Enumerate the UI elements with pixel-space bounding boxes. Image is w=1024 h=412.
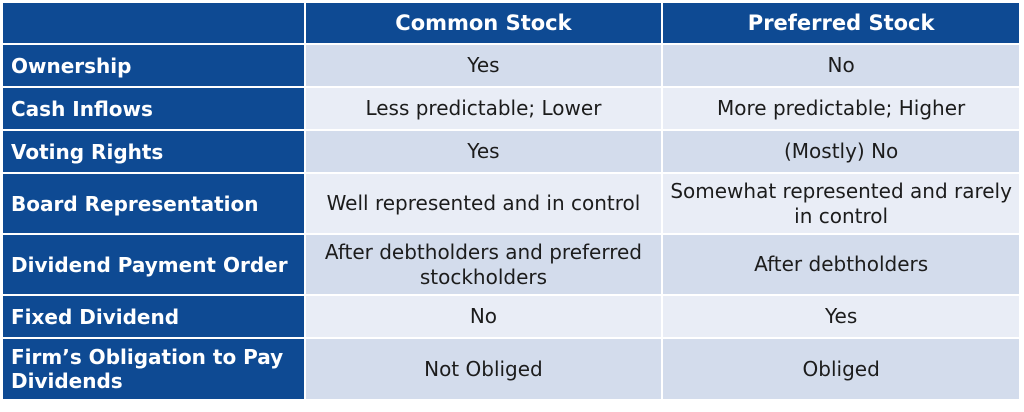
cell-preferred: Obliged	[663, 339, 1019, 399]
table-row: Cash Inflows Less predictable; Lower Mor…	[3, 88, 1019, 129]
cell-common: Yes	[305, 131, 662, 172]
table-row: Firm’s Obligation to Pay Dividends Not O…	[3, 339, 1019, 399]
table-row: Dividend Payment Order After debtholders…	[3, 235, 1019, 294]
header-corner-cell	[3, 3, 304, 43]
table-row: Board Representation Well represented an…	[3, 174, 1019, 233]
table-header-row: Common Stock Preferred Stock	[3, 3, 1019, 43]
table-row: Ownership Yes No	[3, 45, 1019, 86]
cell-preferred: (Mostly) No	[663, 131, 1019, 172]
row-label-board-representation: Board Representation	[3, 174, 304, 233]
cell-common: Yes	[305, 45, 662, 86]
row-label-obligation-to-pay-dividends: Firm’s Obligation to Pay Dividends	[3, 339, 304, 399]
cell-preferred: More predictable; Higher	[663, 88, 1019, 129]
row-label-fixed-dividend: Fixed Dividend	[3, 296, 304, 337]
table-row: Voting Rights Yes (Mostly) No	[3, 131, 1019, 172]
cell-preferred: Yes	[663, 296, 1019, 337]
cell-common: Not Obliged	[305, 339, 662, 399]
cell-preferred: Somewhat represented and rarely in contr…	[663, 174, 1019, 233]
cell-common: Less predictable; Lower	[305, 88, 662, 129]
header-preferred-stock: Preferred Stock	[663, 3, 1019, 43]
header-common-stock: Common Stock	[305, 3, 662, 43]
cell-common: After debtholders and preferred stockhol…	[305, 235, 662, 294]
row-label-dividend-payment-order: Dividend Payment Order	[3, 235, 304, 294]
cell-common: Well represented and in control	[305, 174, 662, 233]
row-label-ownership: Ownership	[3, 45, 304, 86]
table-row: Fixed Dividend No Yes	[3, 296, 1019, 337]
cell-common: No	[305, 296, 662, 337]
row-label-cash-inflows: Cash Inflows	[3, 88, 304, 129]
cell-preferred: After debtholders	[663, 235, 1019, 294]
comparison-table: Common Stock Preferred Stock Ownership Y…	[1, 1, 1021, 401]
row-label-voting-rights: Voting Rights	[3, 131, 304, 172]
cell-preferred: No	[663, 45, 1019, 86]
